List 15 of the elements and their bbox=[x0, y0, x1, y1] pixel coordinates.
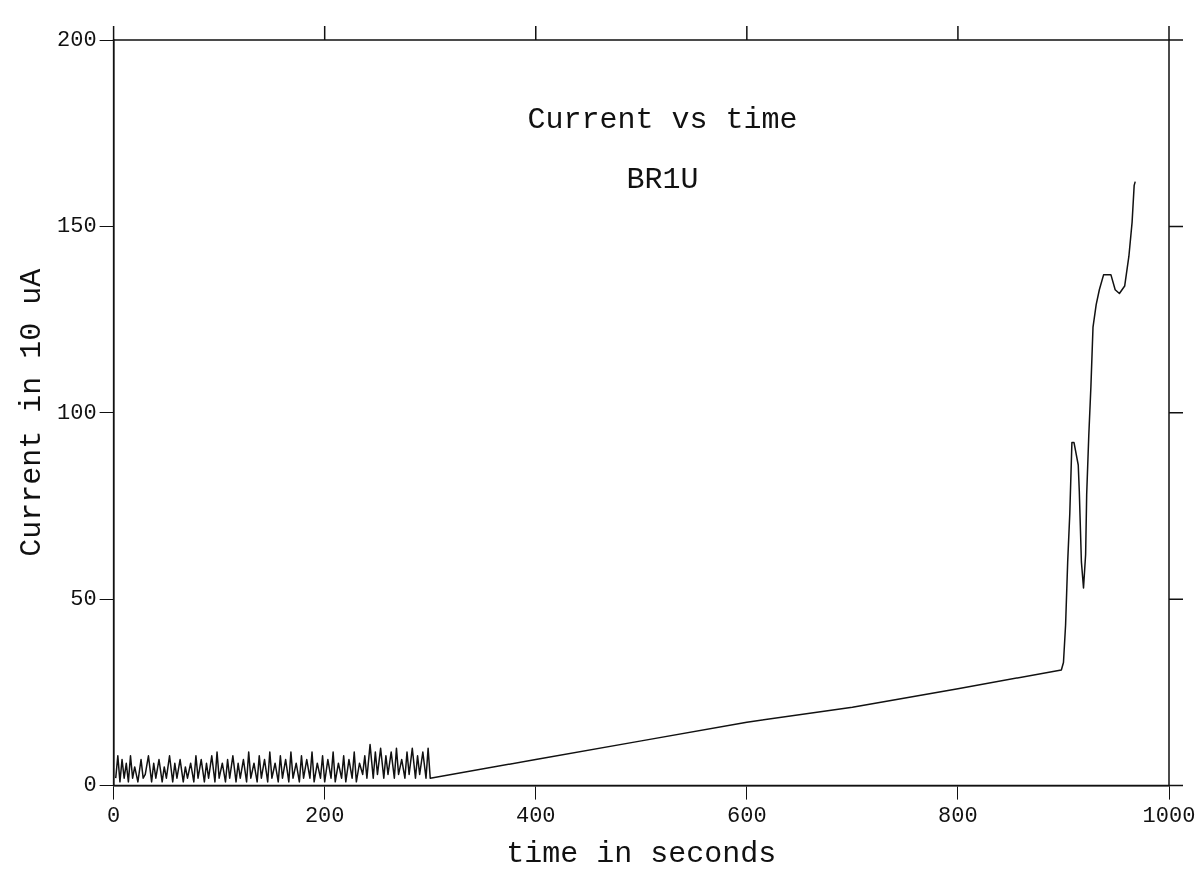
x-tick-label: 800 bbox=[938, 803, 978, 829]
x-axis-title: time in seconds bbox=[506, 836, 777, 871]
y-tick-label: 200 bbox=[57, 27, 97, 53]
y-tick-label: 0 bbox=[83, 773, 97, 799]
y-tick-label: 100 bbox=[57, 400, 97, 426]
x-tick-label: 1000 bbox=[1142, 803, 1196, 829]
y-tick-label: 50 bbox=[70, 587, 97, 613]
x-tick-label: 400 bbox=[515, 803, 556, 829]
text: Current vs time bbox=[527, 102, 798, 137]
x-tick-label: 0 bbox=[107, 803, 121, 829]
y-tick-label: 150 bbox=[57, 214, 97, 240]
x-tick-label: 600 bbox=[727, 803, 767, 829]
x-tick-label: 200 bbox=[304, 803, 345, 829]
text: BR1U bbox=[626, 162, 699, 197]
y-axis-title: Current in 10 uA bbox=[14, 268, 49, 557]
